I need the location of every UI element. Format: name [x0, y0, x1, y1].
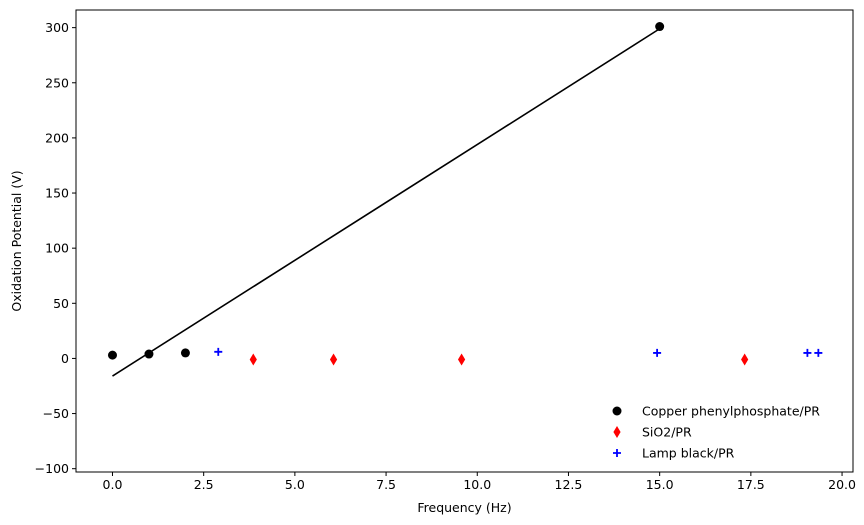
data-point: [814, 348, 823, 357]
y-tick-label: 250: [45, 75, 69, 90]
x-tick-label: 20.0: [828, 477, 856, 492]
data-point: [180, 348, 190, 358]
y-axis-label: Oxidation Potential (V): [9, 170, 24, 311]
x-tick-label: 5.0: [285, 477, 305, 492]
data-point: [144, 349, 154, 359]
y-tick-label: 0: [61, 351, 69, 366]
legend-marker: [612, 406, 622, 416]
x-tick-label: 15.0: [646, 477, 674, 492]
data-point: [329, 353, 338, 366]
plot-frame: [75, 9, 854, 473]
y-tick-label: 50: [53, 296, 69, 311]
data-point: [214, 347, 223, 356]
data-point: [803, 348, 812, 357]
fit-line-layer: [112, 28, 661, 377]
x-tick-label: 17.5: [737, 477, 765, 492]
series-2: [214, 347, 823, 357]
data-point: [655, 22, 665, 32]
x-tick-label: 2.5: [194, 477, 214, 492]
x-tick-label: 12.5: [555, 477, 583, 492]
y-tick-label: 200: [45, 130, 69, 145]
data-point: [741, 353, 749, 366]
legend-label: Lamp black/PR: [642, 446, 735, 461]
legend-item: SiO2/PR: [613, 425, 692, 440]
x-tick-label: 10.0: [463, 477, 491, 492]
data-point: [457, 353, 466, 366]
x-tick-label: 0.0: [103, 477, 123, 492]
legend-item: Lamp black/PR: [613, 446, 735, 461]
x-tick-label: 7.5: [376, 477, 396, 492]
legend-item: Copper phenylphosphate/PR: [612, 404, 820, 419]
legend-label: SiO2/PR: [642, 425, 692, 440]
y-tick-label: −100: [35, 461, 69, 476]
plot-area: [75, 9, 854, 473]
legend-marker: [613, 449, 621, 457]
series-0: [107, 22, 665, 360]
x-axis-label: Frequency (Hz): [417, 500, 511, 515]
y-tick-label: 100: [45, 241, 69, 256]
data-point: [107, 350, 117, 360]
series-1: [249, 353, 749, 366]
x-axis: 0.0 2.5 5.0 7.5 10.0 12.5 15.0 17.5 20.0: [103, 472, 856, 492]
fit-line: [112, 28, 661, 377]
y-tick-label: −50: [43, 406, 69, 421]
legend-marker: [613, 426, 621, 438]
y-axis: −100 −50 0 50 100 150 200 250 300: [35, 20, 76, 476]
y-tick-label: 300: [45, 20, 69, 35]
y-tick-label: 150: [45, 186, 69, 201]
legend-label: Copper phenylphosphate/PR: [642, 404, 820, 419]
data-point: [653, 348, 662, 357]
data-point: [249, 353, 257, 366]
data-points-layer: [107, 22, 823, 366]
legend: Copper phenylphosphate/PR SiO2/PR Lamp bla…: [612, 404, 820, 461]
